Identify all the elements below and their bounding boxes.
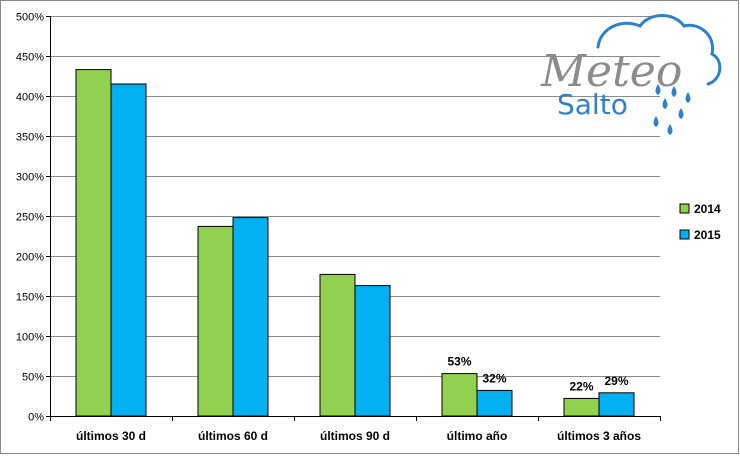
- bar-2015-4: [598, 392, 635, 417]
- bar-2015-0: [110, 83, 147, 417]
- y-tick-label: 0%: [28, 412, 44, 424]
- y-tick-label: 350%: [16, 132, 44, 144]
- legend: 2014 2015: [679, 202, 721, 242]
- legend-label-2015: 2015: [694, 228, 721, 242]
- data-label-2014-3: 53%: [447, 355, 471, 369]
- bar-2014-1: [197, 225, 234, 417]
- y-tick-label: 100%: [16, 332, 44, 344]
- x-category-label: últimos 30 d: [76, 429, 146, 443]
- bar-2015-2: [354, 285, 391, 417]
- bar-2014-2: [319, 273, 356, 417]
- y-tick-label: 150%: [16, 292, 44, 304]
- y-tick-label: 500%: [16, 12, 44, 24]
- x-category-label: últimos 60 d: [198, 429, 268, 443]
- x-axis-categories: últimos 30 d últimos 60 d últimos 90 d últi…: [76, 429, 641, 443]
- data-label-2014-4: 22%: [569, 379, 593, 393]
- bars: [75, 69, 635, 417]
- logo-word-salto: Salto: [557, 88, 628, 121]
- meteo-salto-logo: Meteo Salto: [540, 14, 722, 135]
- bar-2014-4: [563, 397, 600, 417]
- gridlines: [50, 16, 660, 377]
- legend-swatch-2014: [679, 203, 690, 214]
- y-tick-label: 50%: [22, 372, 44, 384]
- legend-swatch-2015: [679, 229, 690, 240]
- bar-2014-0: [75, 69, 112, 417]
- legend-label-2014: 2014: [694, 202, 721, 216]
- y-tick-label: 250%: [16, 212, 44, 224]
- logo-word-meteo: Meteo: [540, 46, 682, 97]
- bar-2015-1: [232, 217, 269, 417]
- bar-2014-3: [441, 373, 478, 417]
- y-tick-label: 450%: [16, 52, 44, 64]
- axes: [46, 16, 661, 421]
- y-tick-label: 200%: [16, 252, 44, 264]
- cloud-rain-icon: [596, 14, 722, 135]
- y-tick-label: 300%: [16, 172, 44, 184]
- x-category-label: últimos 90 d: [320, 429, 390, 443]
- data-labels: 53% 32% 22% 29%: [447, 355, 628, 394]
- y-axis-ticks: 0% 50% 100% 150% 200% 250% 300% 350% 400% 450% 500…: [16, 12, 44, 424]
- data-label-2015-4: 29%: [604, 374, 628, 388]
- y-tick-label: 400%: [16, 92, 44, 104]
- x-category-label: últimos 3 años: [557, 429, 641, 443]
- x-category-label: último año: [447, 429, 508, 443]
- data-label-2015-3: 32%: [482, 371, 506, 385]
- bar-2015-3: [476, 389, 513, 417]
